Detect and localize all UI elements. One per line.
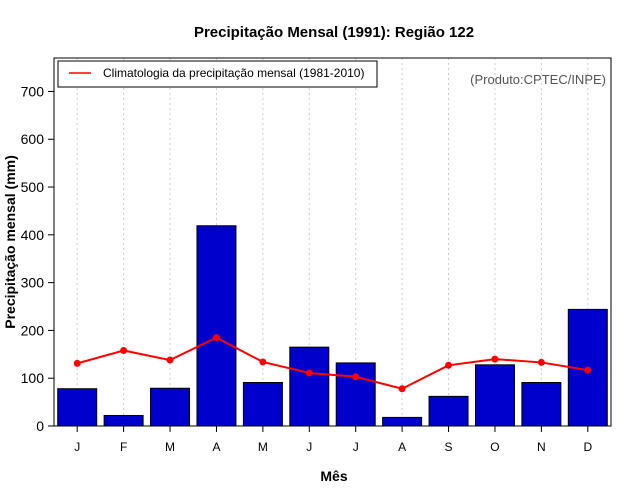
bar-10 [474, 364, 515, 427]
climatology-point-3 [166, 356, 174, 364]
y-tick-label: 300 [21, 275, 45, 291]
bar-1 [57, 388, 98, 427]
y-tick-label: 400 [21, 227, 45, 243]
x-tick-label: A [398, 440, 406, 454]
climatology-point-7 [352, 373, 360, 381]
x-tick-label: F [120, 440, 127, 454]
bar-11 [521, 382, 562, 427]
y-tick-label: 700 [21, 83, 45, 99]
x-tick-label: M [165, 440, 175, 454]
chart-title: Precipitação Mensal (1991): Região 122 [194, 24, 474, 41]
bar-5 [242, 382, 283, 427]
y-axis: 0 100 200 300 400 500 600 700 [21, 83, 54, 434]
credit-text: (Produto:CPTEC/INPE) [470, 72, 606, 87]
climatology-point-11 [537, 358, 545, 366]
y-tick-label: 500 [21, 179, 45, 195]
climatology-point-8 [398, 385, 406, 393]
x-tick-label: J [353, 440, 359, 454]
x-tick-label: M [258, 440, 268, 454]
climatology-point-12 [584, 366, 592, 374]
bar-4 [196, 225, 237, 427]
bars [57, 225, 608, 427]
bar-3 [150, 387, 191, 427]
bar-2 [103, 414, 144, 427]
climatology-point-5 [259, 358, 267, 366]
climatology-point-9 [445, 361, 453, 369]
x-tick-label: A [212, 440, 220, 454]
climatology-point-4 [212, 334, 220, 342]
legend: Climatologia da precipitação mensal (198… [57, 60, 378, 88]
climatology-line [73, 334, 592, 393]
bar-8 [382, 416, 423, 427]
bar-6 [289, 346, 330, 427]
bar-7 [335, 362, 376, 427]
x-tick-label: O [490, 440, 499, 454]
x-axis-label: Mês [320, 468, 347, 484]
y-axis-label: Precipitação mensal (mm) [2, 155, 18, 329]
y-tick-label: 100 [21, 370, 45, 386]
x-tick-label: S [445, 440, 453, 454]
climatology-point-6 [305, 369, 313, 377]
climatology-point-10 [491, 355, 499, 363]
plot-frame [53, 57, 612, 427]
climatology-point-1 [73, 359, 81, 367]
x-tick-label: J [306, 440, 312, 454]
y-tick-label: 600 [21, 131, 45, 147]
climatology-point-2 [120, 346, 128, 354]
bar-9 [428, 395, 469, 427]
x-tick-label: N [537, 440, 546, 454]
climatology-series-line [76, 336, 588, 390]
y-tick-label: 0 [36, 418, 44, 434]
legend-label: Climatologia da precipitação mensal (198… [103, 66, 364, 80]
y-tick-label: 200 [21, 322, 45, 338]
x-tick-label: D [583, 440, 592, 454]
legend-box [57, 60, 378, 88]
x-tick-label: J [74, 440, 80, 454]
